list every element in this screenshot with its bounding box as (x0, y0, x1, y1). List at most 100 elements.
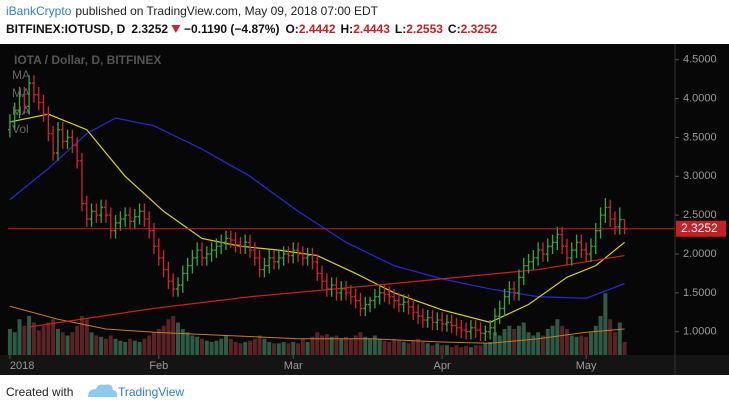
symbol: BITFINEX:IOTUSD, D (6, 22, 126, 36)
volume-bar (512, 329, 517, 355)
volume-bar (219, 338, 224, 355)
volume-bar (564, 329, 569, 355)
volume-bar (175, 322, 180, 355)
volume-bar (31, 322, 36, 355)
chart-background (0, 44, 729, 375)
volume-bar (574, 336, 579, 355)
volume-bar (161, 325, 166, 355)
price-label: 2.3252 (681, 221, 718, 235)
volume-bar (7, 329, 12, 355)
volume-bar (372, 335, 377, 355)
volume-bar (387, 342, 392, 355)
x-tick-label: 2018 (10, 360, 34, 372)
volume-bar (353, 335, 358, 355)
x-tick-label: Mar (284, 360, 303, 372)
volume-bar (382, 340, 387, 355)
volume-bar (368, 338, 373, 355)
o-label: O: (285, 22, 298, 36)
volume-bar (147, 335, 152, 355)
c-label: C: (448, 22, 461, 36)
volume-bar (36, 330, 41, 355)
brand[interactable]: TradingView (118, 385, 184, 399)
l-label: L: (395, 22, 406, 36)
c-value: 2.3252 (461, 22, 498, 36)
volume-bar (435, 343, 440, 355)
volume-bar (185, 332, 190, 355)
volume-bar (238, 343, 243, 355)
indicator-label: Vol (12, 122, 29, 136)
x-tick-label: May (576, 360, 597, 372)
published: published on TradingView.com, May 09, 20… (75, 4, 378, 18)
volume-bar (315, 332, 320, 355)
h-value: 2.4443 (353, 22, 390, 36)
y-tick-label: 2.5000 (683, 209, 717, 221)
down-arrow (171, 25, 181, 33)
volume-bar (339, 338, 344, 355)
volume-bar (262, 338, 267, 355)
volume-bar (75, 325, 80, 355)
volume-bar (444, 345, 449, 355)
chart: 1.0000 1.5000 2.0000 2.5000 3.0000 3.5000 4.00… (7, 54, 726, 372)
volume-bar (55, 329, 60, 355)
y-tick-label: 2.0000 (683, 248, 717, 260)
volume-bar (209, 342, 214, 355)
moving-average-line (9, 117, 625, 299)
volume-bar (204, 340, 209, 355)
volume-bar (305, 342, 310, 355)
volume-bar (17, 319, 22, 355)
time-axis-background (0, 355, 729, 375)
volume-bar (310, 336, 315, 355)
volume-bar (488, 342, 493, 355)
volume-ma-line (9, 305, 625, 344)
volume-bar (358, 332, 363, 355)
change: −0.1190 (−4.87%) (184, 22, 279, 36)
y-tick-label: 4.0000 (683, 93, 717, 105)
volume-bar (281, 342, 286, 355)
volume-bar (396, 340, 401, 355)
volume-bar (320, 335, 325, 355)
volume-bar (540, 335, 545, 355)
volume-bar (598, 316, 603, 355)
volume-bar (291, 342, 296, 355)
volume-bar (430, 345, 435, 355)
volume-bar (593, 325, 598, 355)
volume-bar (526, 332, 531, 355)
volume-bar (46, 322, 51, 355)
volume-bar (473, 345, 478, 355)
volume-bar (459, 347, 464, 355)
y-tick-label: 3.0000 (683, 170, 717, 182)
volume-bar (171, 316, 176, 355)
o-value: 2.4442 (299, 22, 336, 36)
volume-bar (267, 342, 272, 355)
volume-bar (286, 343, 291, 355)
volume-bar (416, 338, 421, 355)
volume-bar (425, 343, 430, 355)
volume-bar (243, 342, 248, 355)
volume-bar (51, 319, 56, 355)
volume-bar (180, 329, 185, 355)
volume-bar (536, 332, 541, 355)
volume-bar (406, 343, 411, 355)
volume-bar (233, 342, 238, 355)
h-label: H: (341, 22, 354, 36)
volume-bar (257, 335, 262, 355)
price-label-box (676, 220, 726, 237)
volume-bar (377, 338, 382, 355)
volume-bar (454, 345, 459, 355)
volume-bar (156, 329, 161, 355)
volume-bar (588, 332, 593, 355)
volume-bar (190, 335, 195, 355)
volume-bar (579, 335, 584, 355)
moving-average-line (29, 254, 625, 328)
volume-bar (228, 338, 233, 355)
x-tick-label: Feb (149, 360, 168, 372)
volume-bar (166, 319, 171, 355)
volume-bar (392, 338, 397, 355)
author: iBankCrypto (6, 4, 72, 18)
volume-bar (603, 293, 608, 355)
volume-bar (468, 347, 473, 355)
volume-bar (492, 332, 497, 355)
volume-bar (41, 325, 46, 355)
y-tick-label: 1.0000 (683, 326, 717, 338)
